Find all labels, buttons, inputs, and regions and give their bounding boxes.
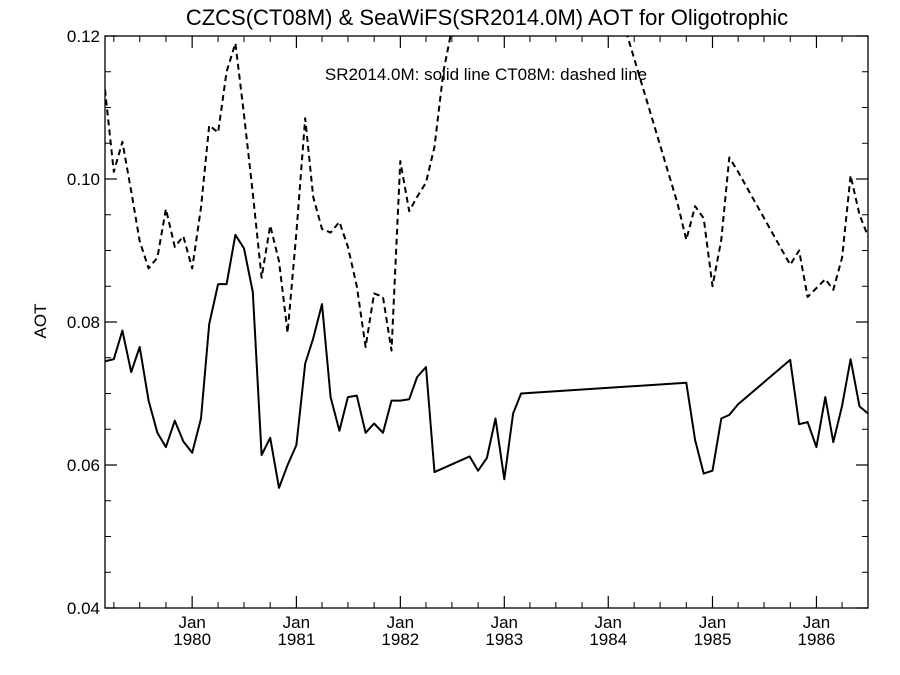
y-tick-label: 0.04 [67,599,100,618]
x-tick-year-label: 1986 [798,630,836,649]
series-line-sr2014-0m [105,233,868,489]
x-tick-month-label: Jan [803,613,830,632]
y-axis-label: AOT [31,304,50,339]
x-tick-year-label: 1981 [277,630,315,649]
x-tick-month-label: Jan [595,613,622,632]
y-tick-label: 0.10 [67,170,100,189]
line-style-annotation: SR2014.0M: solid line CT08M: dashed line [325,65,647,84]
x-tick-year-label: 1983 [485,630,523,649]
x-tick-year-label: 1980 [173,630,211,649]
y-tick-label: 0.12 [67,27,100,46]
x-tick-month-label: Jan [387,613,414,632]
x-tick-year-label: 1982 [381,630,419,649]
x-tick-month-label: Jan [699,613,726,632]
y-tick-label: 0.08 [67,313,100,332]
plot-area: 0.040.060.080.100.12Jan1980Jan1981Jan198… [67,27,869,649]
y-tick-label: 0.06 [67,456,100,475]
x-tick-month-label: Jan [283,613,310,632]
plot-frame [104,35,869,609]
x-tick-month-label: Jan [491,613,518,632]
x-tick-year-label: 1985 [694,630,732,649]
x-tick-month-label: Jan [178,613,205,632]
x-tick-year-label: 1984 [589,630,627,649]
chart-title: CZCS(CT08M) & SeaWiFS(SR2014.0M) AOT for… [186,5,788,30]
series-line-ct08m [105,36,868,352]
